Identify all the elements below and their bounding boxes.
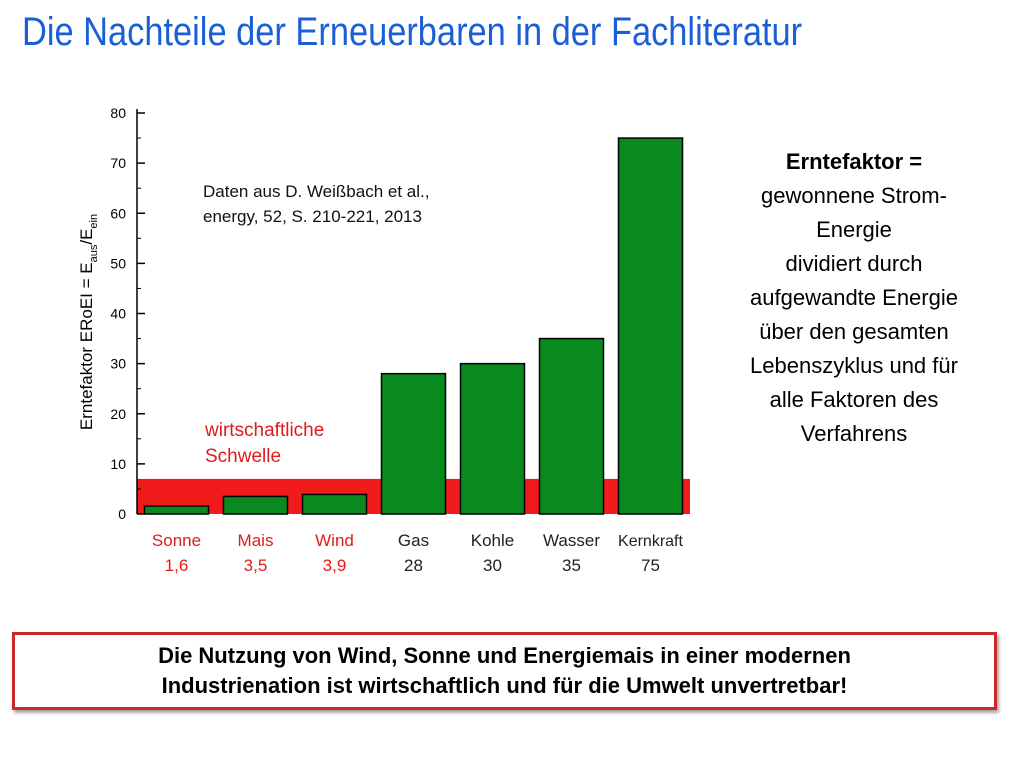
value-label: 1,6 bbox=[165, 556, 189, 575]
y-tick-label: 80 bbox=[110, 105, 126, 121]
bar-kohle bbox=[459, 362, 526, 515]
y-tick-label: 70 bbox=[110, 155, 126, 171]
definition-line: aufgewandte Energie bbox=[750, 285, 958, 310]
source-note-line-2: energy, 52, S. 210-221, 2013 bbox=[203, 207, 422, 226]
threshold-label-line-2: Schwelle bbox=[205, 446, 281, 467]
y-tick-label: 40 bbox=[110, 306, 126, 322]
definition-line: alle Faktoren des bbox=[769, 387, 939, 412]
value-label: 3,5 bbox=[244, 556, 268, 575]
y-tick-label: 60 bbox=[110, 205, 126, 221]
bar-wind bbox=[301, 493, 368, 515]
category-label: Kernkraft bbox=[618, 533, 683, 550]
erntefaktor-definition: Erntefaktor = gewonnene Strom- Energie d… bbox=[736, 145, 972, 451]
bar-gas bbox=[380, 372, 447, 515]
y-tick-label: 0 bbox=[118, 506, 126, 522]
value-label: 28 bbox=[404, 556, 423, 575]
category-label: Kohle bbox=[471, 531, 514, 550]
y-tick-label: 50 bbox=[110, 255, 126, 271]
category-label: Sonne bbox=[152, 531, 201, 550]
conclusion-line-1: Die Nutzung von Wind, Sonne und Energiem… bbox=[158, 643, 851, 668]
conclusion-line-2: Industrienation ist wirtschaftlich und f… bbox=[161, 673, 848, 698]
y-tick-label: 20 bbox=[110, 406, 126, 422]
y-tick-label: 30 bbox=[110, 356, 126, 372]
definition-line: Energie bbox=[816, 217, 892, 242]
source-note-line-1: Daten aus D. Weißbach et al., bbox=[203, 182, 429, 201]
value-label: 75 bbox=[641, 556, 660, 575]
bar-kernkraft bbox=[617, 137, 684, 515]
definition-line: Lebenszyklus und für bbox=[750, 353, 958, 378]
bar-mais bbox=[222, 495, 289, 515]
slide-title: Die Nachteile der Erneuerbaren in der Fa… bbox=[22, 10, 803, 54]
y-axis-label: Erntefaktor ERoEI = Eaus/Eein bbox=[77, 214, 100, 430]
bar-sonne bbox=[143, 505, 210, 515]
value-label: 3,9 bbox=[323, 556, 347, 575]
definition-line: gewonnene Strom- bbox=[761, 183, 947, 208]
value-label: 35 bbox=[562, 556, 581, 575]
conclusion-box: Die Nutzung von Wind, Sonne und Energiem… bbox=[12, 632, 997, 710]
y-tick-label: 10 bbox=[110, 456, 126, 472]
threshold-label-line-1: wirtschaftliche bbox=[204, 420, 324, 441]
plot-area: Sonne 1,6 Mais 3,5 Wind 3,9 Gas 28 Kohle 30 Wasser… bbox=[110, 105, 690, 575]
category-label: Mais bbox=[238, 531, 274, 550]
definition-line: Verfahrens bbox=[800, 421, 908, 446]
definition-heading: Erntefaktor = bbox=[785, 149, 923, 174]
category-label: Gas bbox=[398, 531, 429, 550]
bar-wasser bbox=[538, 337, 605, 515]
definition-line: dividiert durch bbox=[785, 251, 923, 276]
category-label: Wasser bbox=[543, 531, 600, 550]
category-label: Wind bbox=[315, 531, 354, 550]
value-label: 30 bbox=[483, 556, 502, 575]
eroei-bar-chart: Sonne 1,6 Mais 3,5 Wind 3,9 Gas 28 Kohle 30 Wasser… bbox=[77, 105, 690, 575]
definition-line: über den gesamten bbox=[759, 319, 949, 344]
